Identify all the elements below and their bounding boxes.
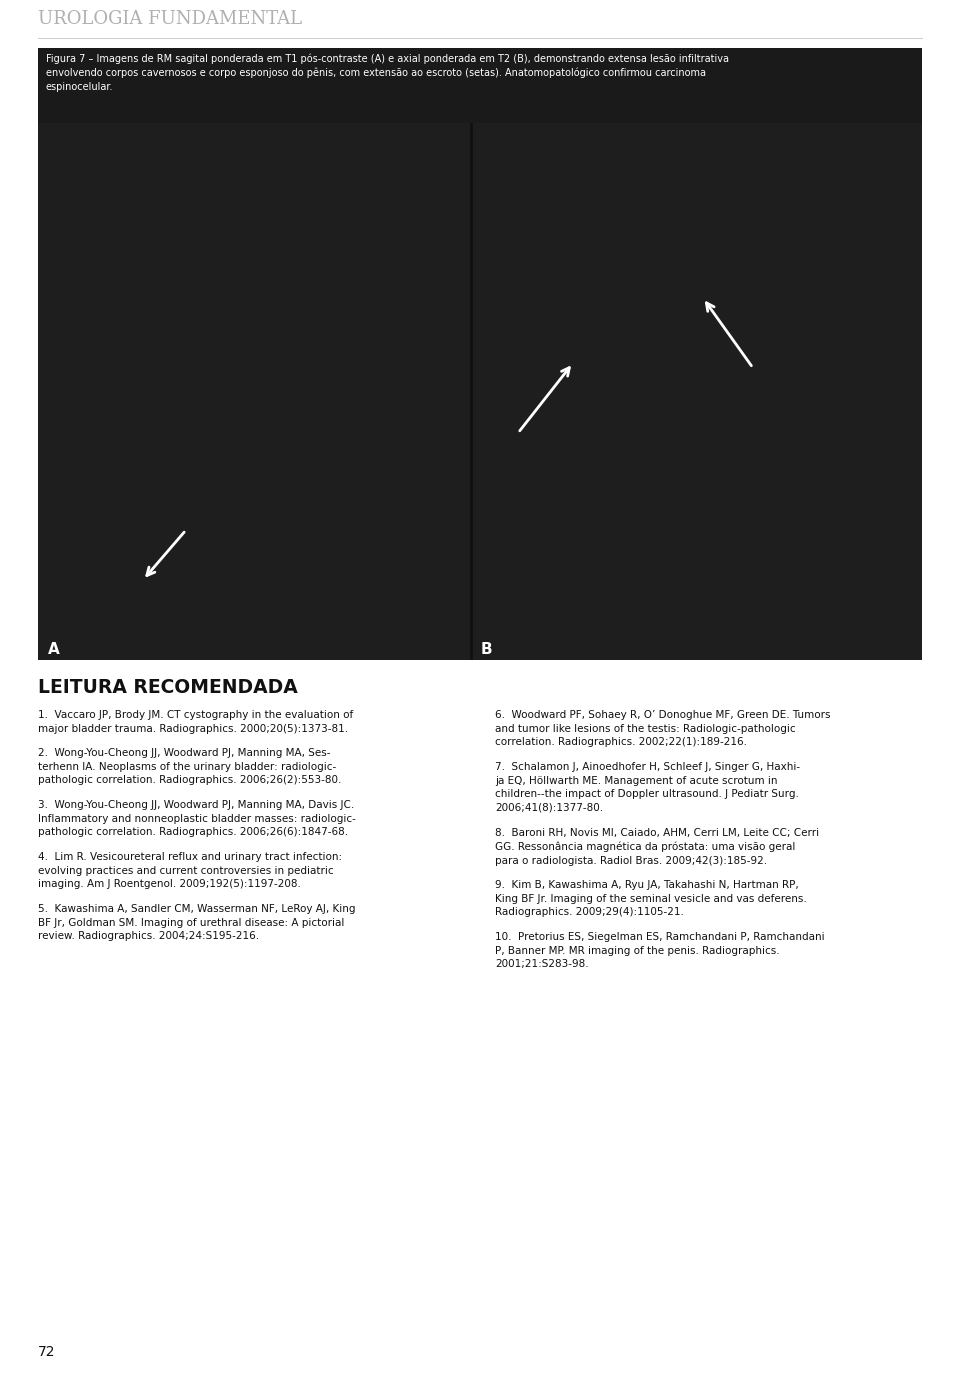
Text: A: A <box>48 642 60 657</box>
Text: 72: 72 <box>38 1345 56 1359</box>
Text: 8.  Baroni RH, Novis MI, Caiado, AHM, Cerri LM, Leite CC; Cerri
GG. Ressonância : 8. Baroni RH, Novis MI, Caiado, AHM, Cer… <box>495 828 819 866</box>
Bar <box>38 123 922 660</box>
Text: UROLOGIA FUNDAMENTAL: UROLOGIA FUNDAMENTAL <box>38 10 302 28</box>
Text: 9.  Kim B, Kawashima A, Ryu JA, Takahashi N, Hartman RP,
King BF Jr. Imaging of : 9. Kim B, Kawashima A, Ryu JA, Takahashi… <box>495 880 806 917</box>
Text: 6.  Woodward PF, Sohaey R, O’ Donoghue MF, Green DE. Tumors
and tumor like lesio: 6. Woodward PF, Sohaey R, O’ Donoghue MF… <box>495 711 830 748</box>
Text: 5.  Kawashima A, Sandler CM, Wasserman NF, LeRoy AJ, King
BF Jr, Goldman SM. Ima: 5. Kawashima A, Sandler CM, Wasserman NF… <box>38 903 355 942</box>
Text: B: B <box>481 642 492 657</box>
Text: LEITURA RECOMENDADA: LEITURA RECOMENDADA <box>38 677 298 697</box>
Text: 7.  Schalamon J, Ainoedhofer H, Schleef J, Singer G, Haxhi-
ja EQ, Höllwarth ME.: 7. Schalamon J, Ainoedhofer H, Schleef J… <box>495 761 800 812</box>
Text: 10.  Pretorius ES, Siegelman ES, Ramchandani P, Ramchandani
P, Banner MP. MR ima: 10. Pretorius ES, Siegelman ES, Ramchand… <box>495 932 825 969</box>
Text: 4.  Lim R. Vesicoureteral reflux and urinary tract infection:
evolving practices: 4. Lim R. Vesicoureteral reflux and urin… <box>38 852 342 890</box>
Text: 1.  Vaccaro JP, Brody JM. CT cystography in the evaluation of
major bladder trau: 1. Vaccaro JP, Brody JM. CT cystography … <box>38 711 353 734</box>
Bar <box>38 48 922 123</box>
Text: 3.  Wong-You-Cheong JJ, Woodward PJ, Manning MA, Davis JC.
Inflammatory and nonn: 3. Wong-You-Cheong JJ, Woodward PJ, Mann… <box>38 800 356 837</box>
Bar <box>470 123 473 660</box>
Text: Figura 7 – Imagens de RM sagital ponderada em T1 pós-contraste (A) e axial ponde: Figura 7 – Imagens de RM sagital pondera… <box>46 52 729 92</box>
Text: 2.  Wong-You-Cheong JJ, Woodward PJ, Manning MA, Ses-
terhenn IA. Neoplasms of t: 2. Wong-You-Cheong JJ, Woodward PJ, Mann… <box>38 748 342 785</box>
